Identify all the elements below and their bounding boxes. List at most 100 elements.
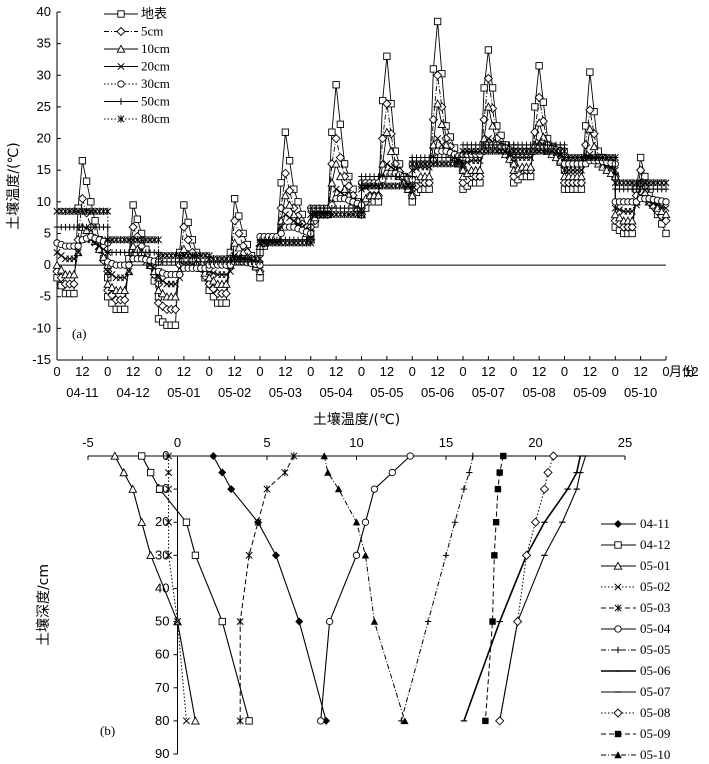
legend-label-b: 05-04 (640, 621, 671, 636)
data-point-a (204, 273, 214, 282)
data-point-a (662, 229, 670, 238)
data-point-b (245, 551, 253, 560)
legend-label-a: 5cm (141, 24, 163, 39)
data-point-a (526, 162, 536, 171)
data-point-a (107, 282, 117, 291)
x-month-label-a: 05-04 (320, 385, 353, 400)
data-point-a (661, 209, 671, 219)
data-point-a (121, 305, 129, 314)
x-axis-label-b: 土壤温度/(℃) (313, 411, 400, 428)
data-point-b (388, 468, 396, 477)
x-hour-label-a: 0 (206, 364, 213, 379)
data-point-b (322, 716, 331, 725)
legend-marker-b (613, 561, 623, 570)
data-point-b (361, 518, 370, 526)
legend-marker-b (613, 708, 623, 718)
data-point-a (235, 212, 243, 220)
x-hour-label-a: 12 (684, 364, 698, 379)
data-point-a (586, 68, 594, 76)
data-point-a (534, 92, 544, 103)
data-point-a (662, 204, 670, 212)
data-point-b (352, 518, 361, 526)
y-tick-label-a: -15 (32, 352, 51, 367)
data-point-a (153, 298, 164, 308)
data-point-b (424, 618, 432, 625)
x-month-label-a: 04-12 (117, 385, 150, 400)
series-b-05-09 (482, 452, 507, 725)
data-point-a (662, 179, 670, 187)
series-b-05-02 (164, 452, 191, 725)
y-tick-label-b: 70 (155, 680, 169, 695)
data-point-b (182, 518, 191, 526)
legend-marker-a (116, 26, 126, 37)
y-tick-label-b: 60 (155, 647, 169, 662)
data-point-b (406, 452, 414, 460)
data-point-a (307, 239, 315, 247)
data-point-a (382, 127, 392, 136)
data-point-b (324, 468, 332, 476)
data-point-a (589, 141, 599, 151)
y-tick-label-a: 20 (37, 131, 51, 146)
data-point-a (74, 248, 82, 256)
legend-marker-a (117, 80, 125, 88)
x-hour-label-a: 12 (329, 364, 343, 379)
legend-label-b: 05-08 (640, 705, 670, 720)
x-hour-label-a: 0 (459, 364, 466, 379)
y-tick-label-a: 0 (44, 257, 51, 272)
data-point-a (184, 218, 192, 227)
data-point-a (255, 266, 265, 276)
data-point-a (527, 153, 535, 162)
data-point-b (146, 550, 156, 559)
data-point-b (190, 716, 200, 725)
data-point-b (164, 469, 173, 477)
x-hour-label-a: 12 (227, 364, 241, 379)
legend-label-b: 05-07 (640, 684, 671, 699)
series-b-05-08 (495, 451, 559, 726)
data-point-a (277, 229, 285, 238)
x-hour-label-a: 0 (612, 364, 619, 379)
data-point-a (281, 210, 289, 219)
legend-label-b: 05-10 (640, 747, 670, 762)
panel-a-time-series: -15 -10 -5 0 5 10 15 20 25 30 35 40 0 12 0 12 0 12 0 12 0 12 0… (5, 4, 699, 400)
data-point-b (254, 518, 262, 526)
data-point-a (424, 178, 434, 188)
legend-label-a: 20cm (141, 59, 170, 74)
series-line-b (239, 455, 295, 721)
data-point-b (110, 451, 120, 460)
series-line-b (323, 455, 406, 722)
data-point-b (119, 467, 129, 477)
x-month-label-a: 05-06 (421, 385, 454, 400)
data-point-a (280, 168, 291, 178)
y-tick-label-b: 90 (155, 746, 169, 761)
data-point-b (370, 617, 379, 625)
y-tick-label-a: 35 (37, 36, 51, 51)
data-point-a (611, 153, 619, 162)
data-point-b (521, 550, 532, 560)
data-point-b (236, 617, 244, 626)
series-line-b (212, 455, 327, 722)
data-point-b (401, 717, 409, 725)
data-point-b (442, 552, 450, 559)
x-hour-label-a: 0 (53, 364, 60, 379)
legend-label-a: 50cm (141, 94, 170, 109)
data-point-b (548, 451, 559, 461)
data-point-a (99, 245, 108, 253)
x-hour-label-a: 12 (380, 364, 394, 379)
data-point-b (543, 467, 553, 478)
data-point-a (576, 178, 587, 188)
legend-marker-a (117, 98, 125, 105)
data-point-a (488, 84, 497, 92)
data-point-a (158, 288, 168, 298)
data-point-a (294, 198, 302, 206)
y-axis-label-a: 土壤温度/(℃) (5, 142, 22, 229)
data-point-a (170, 292, 180, 301)
data-point-b (155, 485, 164, 493)
data-point-b (352, 551, 361, 559)
data-point-a (69, 269, 79, 279)
data-point-b (137, 517, 147, 526)
series-line-b (463, 455, 582, 722)
data-point-a (432, 70, 443, 80)
x-tick-label-b: 10 (349, 435, 363, 450)
panel-b-depth-profile: -505101520250102030405060708090土壤温度/(℃)土… (35, 411, 671, 762)
series-line-b (484, 455, 504, 721)
